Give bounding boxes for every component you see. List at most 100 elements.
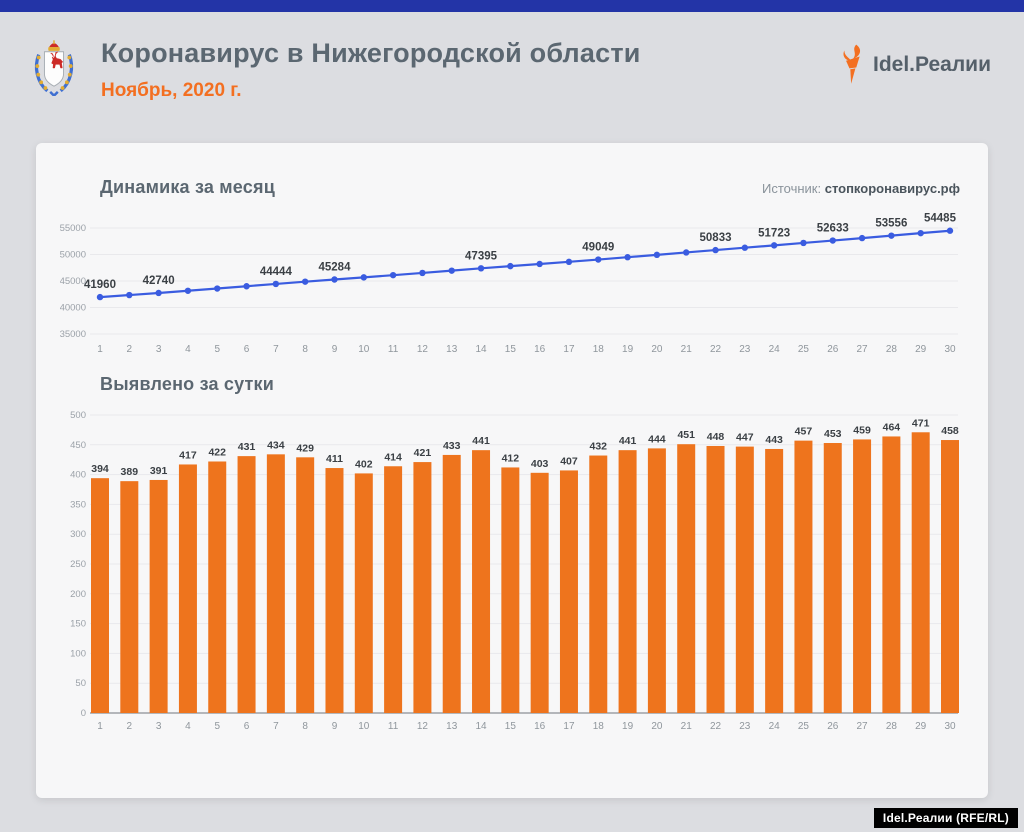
x-tick-label: 8 bbox=[302, 344, 308, 355]
x-tick-label: 26 bbox=[827, 344, 839, 355]
bar bbox=[149, 479, 168, 713]
x-tick-label: 17 bbox=[563, 344, 575, 355]
bar-value-label: 429 bbox=[296, 442, 314, 454]
y-tick-label: 150 bbox=[70, 619, 86, 630]
y-tick-label: 50 bbox=[75, 678, 86, 689]
data-point bbox=[800, 239, 807, 247]
x-tick-label: 12 bbox=[417, 344, 429, 355]
bar bbox=[296, 457, 315, 713]
bar bbox=[794, 440, 813, 713]
y-tick-label: 400 bbox=[70, 470, 86, 481]
bar bbox=[91, 478, 109, 713]
x-tick-label: 15 bbox=[505, 344, 517, 355]
top-accent-bar bbox=[0, 0, 1024, 12]
data-point bbox=[243, 283, 250, 290]
bar-value-label: 391 bbox=[150, 465, 168, 477]
line-chart-title: Динамика за месяц bbox=[100, 177, 275, 197]
x-tick-label: 19 bbox=[622, 721, 634, 732]
x-tick-label: 29 bbox=[915, 344, 927, 355]
bar bbox=[501, 467, 520, 713]
bar-value-label: 431 bbox=[238, 441, 256, 453]
bar bbox=[882, 436, 901, 713]
x-tick-label: 11 bbox=[388, 344, 399, 355]
bar-value-label: 447 bbox=[736, 432, 754, 444]
data-point bbox=[331, 276, 338, 283]
x-tick-label: 8 bbox=[302, 721, 308, 732]
y-tick-label: 250 bbox=[70, 559, 86, 570]
data-point bbox=[389, 271, 397, 279]
bar bbox=[589, 455, 608, 713]
x-tick-label: 20 bbox=[651, 344, 663, 355]
bar bbox=[677, 444, 696, 713]
x-tick-label: 13 bbox=[446, 721, 458, 732]
bar bbox=[354, 473, 373, 713]
x-tick-label: 1 bbox=[97, 721, 103, 732]
bar-value-label: 433 bbox=[443, 440, 461, 452]
data-point bbox=[683, 249, 690, 256]
data-point bbox=[829, 237, 836, 244]
x-tick-label: 28 bbox=[886, 344, 898, 355]
page-subtitle: Ноябрь, 2020 г. bbox=[101, 80, 242, 101]
nizhny-novgorod-coat-of-arms-icon bbox=[33, 40, 75, 98]
x-tick-label: 19 bbox=[622, 344, 634, 355]
data-point bbox=[536, 260, 543, 268]
data-point bbox=[712, 246, 719, 254]
x-tick-label: 9 bbox=[332, 721, 338, 732]
bar-value-label: 407 bbox=[560, 455, 578, 467]
point-value-label: 42740 bbox=[143, 275, 175, 287]
point-value-label: 41960 bbox=[84, 279, 116, 291]
data-point bbox=[653, 251, 661, 259]
data-point bbox=[477, 265, 485, 272]
bar-value-label: 464 bbox=[883, 421, 901, 433]
bar bbox=[706, 445, 725, 713]
bar-value-label: 443 bbox=[765, 434, 783, 446]
x-tick-label: 12 bbox=[417, 721, 429, 732]
source-note: Источник: стопкоронавирус.рф bbox=[762, 181, 960, 196]
x-tick-label: 15 bbox=[505, 721, 517, 732]
title-block: Коронавирус в Нижегородской области Нояб… bbox=[101, 38, 641, 102]
bar bbox=[442, 454, 461, 713]
x-tick-label: 24 bbox=[769, 344, 781, 355]
trend-line bbox=[99, 229, 951, 299]
x-tick-label: 10 bbox=[358, 721, 370, 732]
x-tick-label: 25 bbox=[798, 721, 810, 732]
bar bbox=[911, 432, 930, 713]
x-tick-label: 16 bbox=[534, 721, 546, 732]
y-tick-label: 200 bbox=[70, 589, 86, 600]
data-point bbox=[448, 267, 455, 274]
bar-value-label: 422 bbox=[208, 446, 226, 458]
x-tick-label: 22 bbox=[710, 721, 722, 732]
x-tick-label: 4 bbox=[185, 344, 191, 355]
y-tick-label: 35000 bbox=[60, 329, 86, 340]
data-point bbox=[155, 289, 162, 297]
data-point bbox=[595, 256, 602, 263]
bar bbox=[120, 481, 139, 713]
point-value-label: 50833 bbox=[700, 232, 732, 244]
credit-badge: Idel.Реалии (RFE/RL) bbox=[873, 808, 1018, 828]
bar-value-label: 421 bbox=[414, 447, 432, 459]
x-tick-label: 4 bbox=[185, 721, 191, 732]
point-value-label: 45284 bbox=[318, 261, 351, 273]
x-tick-label: 23 bbox=[739, 344, 751, 355]
x-tick-label: 2 bbox=[127, 721, 133, 732]
data-point bbox=[770, 242, 778, 249]
x-tick-label: 5 bbox=[214, 344, 220, 355]
x-tick-label: 11 bbox=[388, 721, 399, 732]
x-tick-label: 21 bbox=[681, 721, 693, 732]
bar bbox=[208, 461, 227, 713]
torch-icon bbox=[835, 44, 869, 86]
x-tick-label: 7 bbox=[273, 721, 279, 732]
data-point bbox=[888, 232, 895, 239]
bar bbox=[178, 464, 197, 713]
y-tick-label: 100 bbox=[70, 648, 86, 659]
bar-value-label: 441 bbox=[472, 435, 490, 447]
bar-value-label: 417 bbox=[179, 449, 197, 461]
data-point bbox=[507, 262, 514, 270]
logo-text: Idel.Реалии bbox=[872, 53, 991, 76]
bar-value-label: 459 bbox=[853, 424, 871, 436]
x-tick-label: 2 bbox=[127, 344, 133, 355]
bar bbox=[853, 439, 872, 713]
